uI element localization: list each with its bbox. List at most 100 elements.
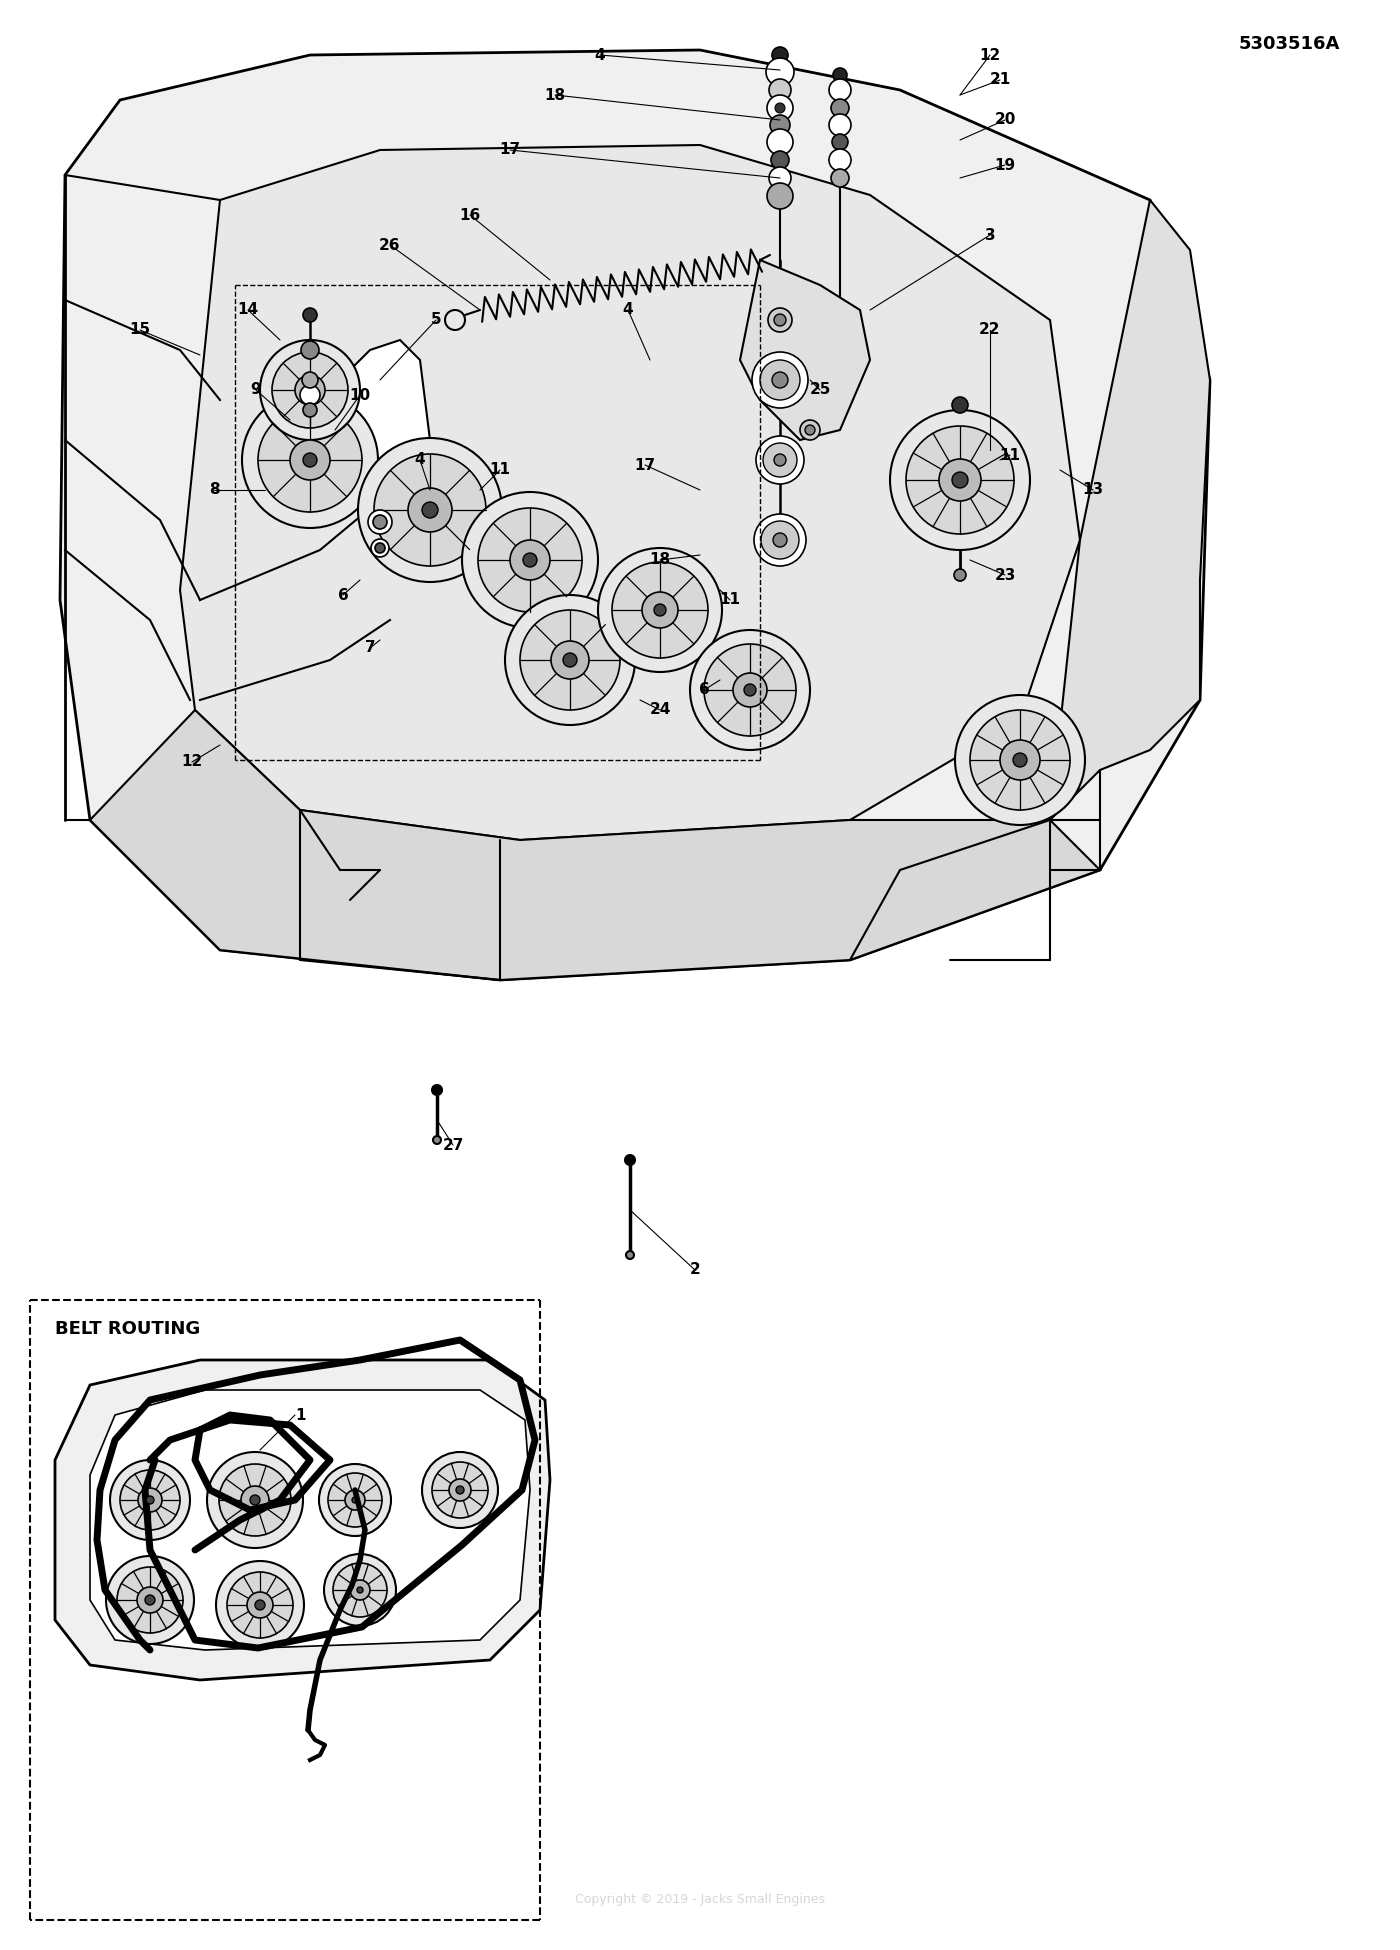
Circle shape <box>118 1568 183 1632</box>
Circle shape <box>106 1556 195 1644</box>
Circle shape <box>769 80 791 101</box>
Circle shape <box>769 168 791 189</box>
Circle shape <box>323 1554 396 1626</box>
Circle shape <box>302 308 316 322</box>
Circle shape <box>305 384 315 396</box>
Circle shape <box>374 454 486 566</box>
Circle shape <box>242 392 378 528</box>
Circle shape <box>829 148 851 172</box>
Polygon shape <box>1050 201 1210 821</box>
Circle shape <box>552 642 589 679</box>
Circle shape <box>829 80 851 101</box>
Polygon shape <box>90 710 1100 981</box>
Circle shape <box>241 1486 269 1513</box>
Circle shape <box>302 372 318 388</box>
Circle shape <box>357 1587 363 1593</box>
Text: JACKS!
SMALL ENGINES: JACKS! SMALL ENGINES <box>462 800 638 840</box>
Circle shape <box>246 1591 273 1618</box>
Circle shape <box>139 1488 162 1511</box>
Circle shape <box>970 710 1070 809</box>
Text: 24: 24 <box>650 702 671 718</box>
Circle shape <box>805 425 815 435</box>
Circle shape <box>372 515 386 528</box>
Circle shape <box>769 308 792 332</box>
Text: 5303516A: 5303516A <box>1239 35 1340 53</box>
Circle shape <box>375 542 385 554</box>
Text: 11: 11 <box>720 593 741 608</box>
Circle shape <box>771 150 790 170</box>
Polygon shape <box>90 1390 531 1650</box>
Text: Copyright © 2019 - Jacks Small Engines: Copyright © 2019 - Jacks Small Engines <box>575 1893 825 1907</box>
Text: 15: 15 <box>129 322 151 337</box>
Circle shape <box>333 1564 386 1617</box>
Text: 8: 8 <box>209 482 220 497</box>
Circle shape <box>421 501 438 519</box>
Circle shape <box>767 129 792 154</box>
Circle shape <box>734 673 767 708</box>
Circle shape <box>449 1478 470 1502</box>
Circle shape <box>371 538 389 558</box>
Circle shape <box>456 1486 463 1494</box>
Text: 18: 18 <box>650 552 671 567</box>
Text: 2: 2 <box>690 1262 700 1277</box>
Circle shape <box>505 595 636 725</box>
Text: 17: 17 <box>500 142 521 158</box>
Circle shape <box>756 437 804 484</box>
Text: 4: 4 <box>414 452 426 468</box>
Circle shape <box>752 353 808 408</box>
Circle shape <box>832 170 848 187</box>
Circle shape <box>302 452 316 466</box>
Circle shape <box>767 183 792 209</box>
Circle shape <box>612 562 708 657</box>
Circle shape <box>952 472 967 488</box>
Text: 9: 9 <box>251 382 262 398</box>
Text: 16: 16 <box>459 207 480 222</box>
Polygon shape <box>60 51 1210 981</box>
Polygon shape <box>741 259 869 441</box>
Circle shape <box>829 113 851 136</box>
Circle shape <box>626 1252 634 1260</box>
Circle shape <box>776 103 785 113</box>
Polygon shape <box>335 339 430 480</box>
Text: 6: 6 <box>699 682 710 698</box>
Circle shape <box>563 653 577 667</box>
Text: 27: 27 <box>442 1137 463 1152</box>
Circle shape <box>462 491 598 628</box>
Text: 12: 12 <box>980 47 1001 62</box>
Text: 11: 11 <box>490 462 511 478</box>
Circle shape <box>771 372 788 388</box>
Circle shape <box>799 419 820 441</box>
Circle shape <box>407 488 452 532</box>
Text: 10: 10 <box>350 388 371 402</box>
Circle shape <box>300 384 321 406</box>
Circle shape <box>766 58 794 86</box>
Circle shape <box>295 374 325 406</box>
Circle shape <box>137 1587 162 1613</box>
Circle shape <box>433 1137 441 1145</box>
Circle shape <box>358 439 503 581</box>
Text: 4: 4 <box>595 47 605 62</box>
Circle shape <box>319 1464 391 1537</box>
Circle shape <box>433 1084 442 1096</box>
Circle shape <box>255 1601 265 1611</box>
Circle shape <box>890 410 1030 550</box>
Circle shape <box>477 509 582 612</box>
Circle shape <box>832 99 848 117</box>
Text: 14: 14 <box>238 302 259 318</box>
Text: 23: 23 <box>994 567 1015 583</box>
Polygon shape <box>181 144 1079 840</box>
Circle shape <box>906 425 1014 534</box>
Text: 11: 11 <box>1000 447 1021 462</box>
Text: 22: 22 <box>979 322 1001 337</box>
Circle shape <box>368 511 392 534</box>
Circle shape <box>624 1154 636 1164</box>
Text: 25: 25 <box>809 382 830 398</box>
Circle shape <box>510 540 550 579</box>
Circle shape <box>146 1496 154 1503</box>
Circle shape <box>955 694 1085 825</box>
Circle shape <box>519 610 620 710</box>
Circle shape <box>774 314 785 326</box>
Circle shape <box>755 515 806 566</box>
Circle shape <box>654 604 666 616</box>
Circle shape <box>218 1464 291 1537</box>
